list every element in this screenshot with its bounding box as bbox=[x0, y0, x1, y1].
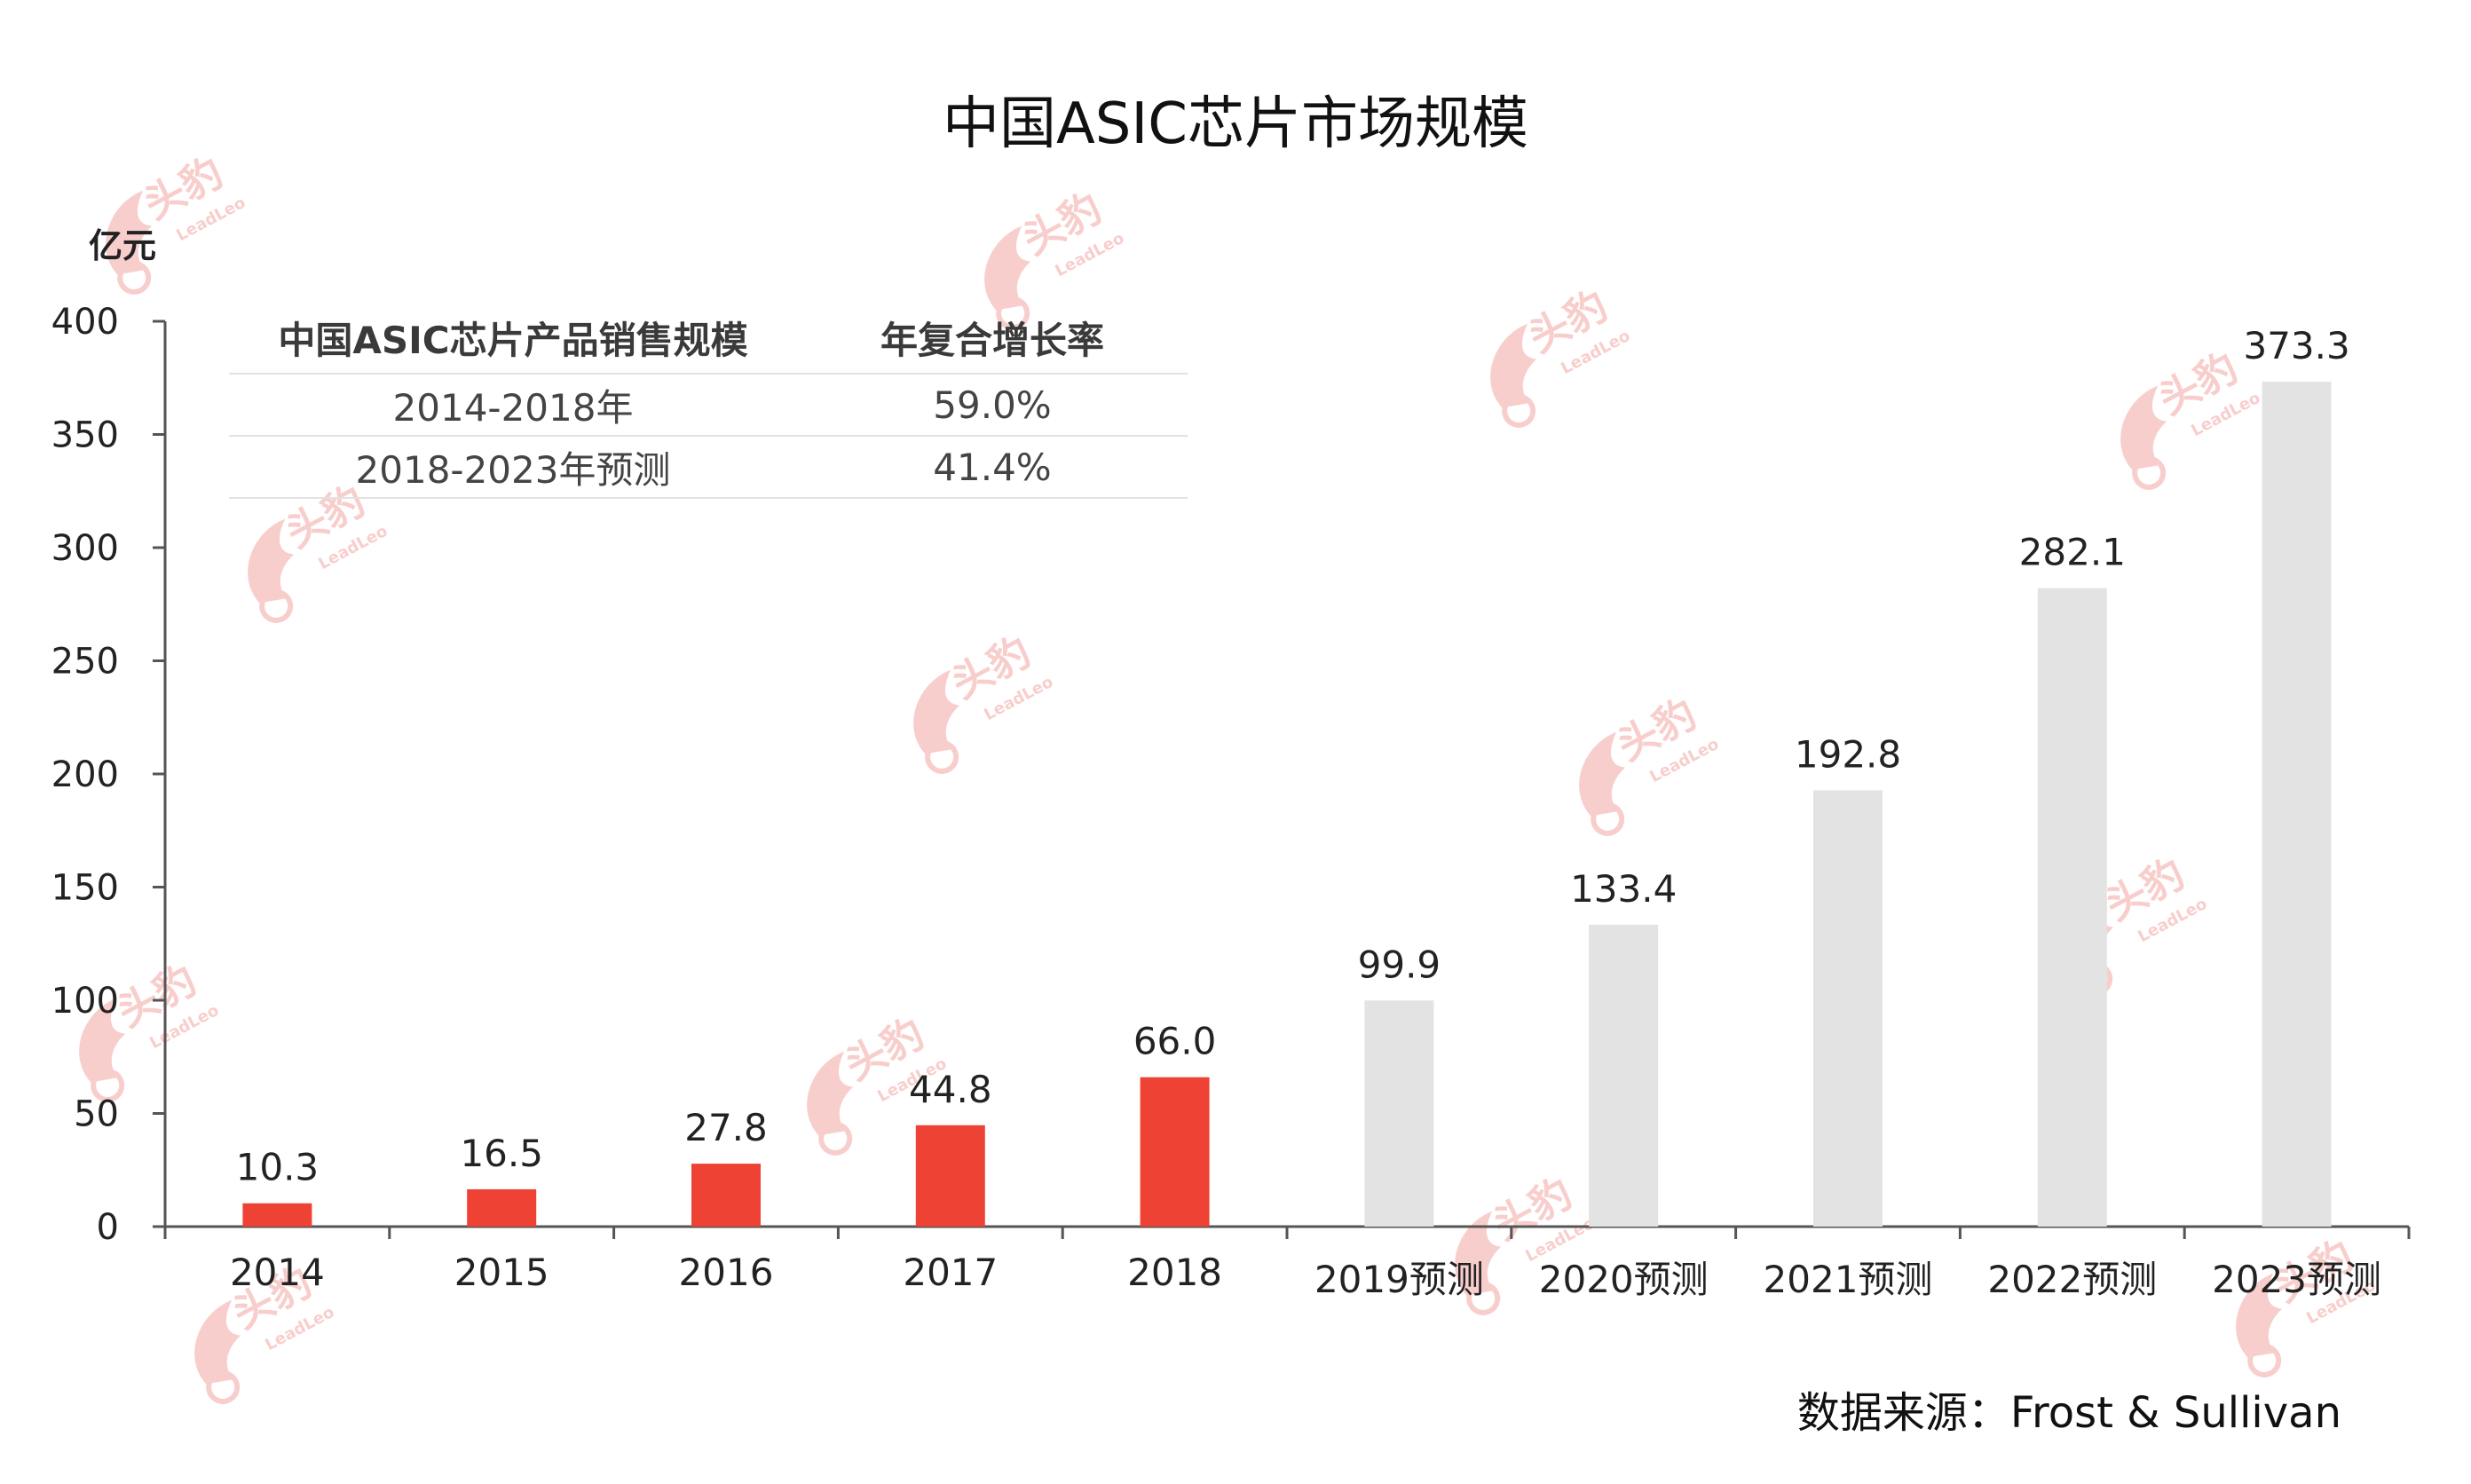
watermark-mascot-icon bbox=[1490, 323, 1537, 408]
cagr-table: 中国ASIC芯片产品销售规模 年复合增长率 2014-2018年 59.0% 2… bbox=[229, 302, 1188, 499]
cagr-rate-cell: 41.4% bbox=[797, 436, 1188, 499]
y-tick-label: 150 bbox=[51, 868, 119, 909]
watermark-mascot-icon bbox=[1579, 731, 1626, 817]
watermark-mascot-icon bbox=[259, 588, 294, 623]
bar bbox=[915, 1125, 985, 1227]
bar bbox=[467, 1188, 537, 1227]
labels: 10.3 2014 16.5 2015 27.8 2016 44.8 2017 66.0 2018… bbox=[230, 324, 2381, 1301]
bar bbox=[1589, 924, 1659, 1227]
watermark-mascot-icon bbox=[1455, 1211, 1502, 1296]
cagr-header-rate: 年复合增长率 bbox=[797, 302, 1188, 375]
y-tick-label: 250 bbox=[51, 642, 119, 683]
watermark-mascot-icon bbox=[2132, 455, 2167, 490]
axes: 亿元 0 50 100 150 200 250 300 350 400 bbox=[51, 226, 2411, 1248]
cagr-rate-cell: 59.0% bbox=[797, 374, 1188, 437]
y-tick-label: 200 bbox=[51, 754, 119, 795]
data-label: 44.8 bbox=[909, 1068, 992, 1111]
data-label: 133.4 bbox=[1570, 867, 1677, 911]
bar bbox=[1140, 1077, 1210, 1227]
x-tick-label: 2014 bbox=[230, 1251, 325, 1294]
watermark-mascot-icon bbox=[79, 998, 126, 1083]
bar bbox=[1813, 790, 1883, 1227]
x-tick-label: 2021预测 bbox=[1764, 1258, 1933, 1301]
y-tick-label: 50 bbox=[74, 1094, 119, 1135]
watermark-mascot-icon bbox=[925, 739, 959, 774]
cagr-period-cell: 2014-2018年 bbox=[229, 374, 797, 437]
data-label: 373.3 bbox=[2243, 324, 2349, 367]
watermark-mascot-icon bbox=[913, 669, 960, 754]
table-row: 2014-2018年 59.0% bbox=[229, 374, 1188, 437]
watermark-mascot-icon bbox=[106, 190, 153, 275]
watermark-mascot-icon bbox=[1502, 393, 1536, 428]
cagr-table-header-row: 中国ASIC芯片产品销售规模 年复合增长率 bbox=[229, 302, 1188, 375]
table-row: 2018-2023年预测 41.4% bbox=[229, 436, 1188, 499]
watermark-mascot-icon bbox=[807, 1051, 854, 1136]
data-label: 27.8 bbox=[684, 1106, 768, 1149]
watermark-mascot-icon bbox=[1466, 1281, 1501, 1315]
y-tick-label: 100 bbox=[51, 981, 119, 1022]
x-tick-label: 2022预测 bbox=[1987, 1258, 2157, 1301]
x-tick-label: 2018 bbox=[1127, 1251, 1222, 1294]
bar bbox=[242, 1203, 312, 1227]
watermark-mascot-icon bbox=[1591, 801, 1625, 836]
watermark-mascot-icon bbox=[206, 1370, 241, 1404]
y-tick-label: 300 bbox=[51, 528, 119, 569]
watermark-mascot-icon bbox=[818, 1121, 853, 1156]
y-axis-unit-label: 亿元 bbox=[89, 226, 156, 265]
source-note: 数据来源：Frost & Sullivan bbox=[1796, 1388, 2341, 1438]
data-label: 10.3 bbox=[236, 1146, 320, 1189]
watermark-mascot-icon bbox=[91, 1068, 125, 1102]
data-label: 99.9 bbox=[1358, 943, 1441, 986]
bar bbox=[691, 1164, 761, 1227]
cagr-header-scale: 中国ASIC芯片产品销售规模 bbox=[229, 302, 797, 375]
bars bbox=[242, 382, 2332, 1227]
y-tick-label: 400 bbox=[51, 302, 119, 343]
watermark-mascot-icon bbox=[2120, 385, 2167, 470]
watermark-mascot-icon bbox=[984, 225, 1031, 311]
watermark-mascot-icon bbox=[248, 518, 295, 604]
x-tick-label: 2015 bbox=[454, 1251, 549, 1294]
data-label: 192.8 bbox=[1795, 732, 1901, 776]
watermark-mascot-icon bbox=[2236, 1273, 2283, 1358]
watermark-mascot-icon bbox=[194, 1299, 241, 1385]
bar bbox=[2262, 382, 2332, 1227]
data-label: 66.0 bbox=[1133, 1020, 1217, 1063]
y-tick-label: 0 bbox=[97, 1207, 119, 1248]
watermark-mascot-icon bbox=[2247, 1343, 2282, 1377]
x-tick-label: 2017 bbox=[903, 1251, 998, 1294]
data-label: 16.5 bbox=[460, 1132, 543, 1175]
cagr-period-cell: 2018-2023年预测 bbox=[229, 436, 797, 499]
watermark-mascot-icon bbox=[117, 260, 152, 295]
x-tick-label: 2016 bbox=[679, 1251, 774, 1294]
data-label: 282.1 bbox=[2019, 531, 2126, 574]
x-tick-label: 2023预测 bbox=[2212, 1258, 2381, 1301]
bar bbox=[1364, 1000, 1434, 1227]
y-tick-label: 350 bbox=[51, 415, 119, 456]
x-tick-label: 2019预测 bbox=[1314, 1258, 1484, 1301]
bar bbox=[2037, 588, 2107, 1227]
x-tick-label: 2020预测 bbox=[1539, 1258, 1709, 1301]
chart-title: 中国ASIC芯片市场规模 bbox=[943, 91, 1528, 157]
